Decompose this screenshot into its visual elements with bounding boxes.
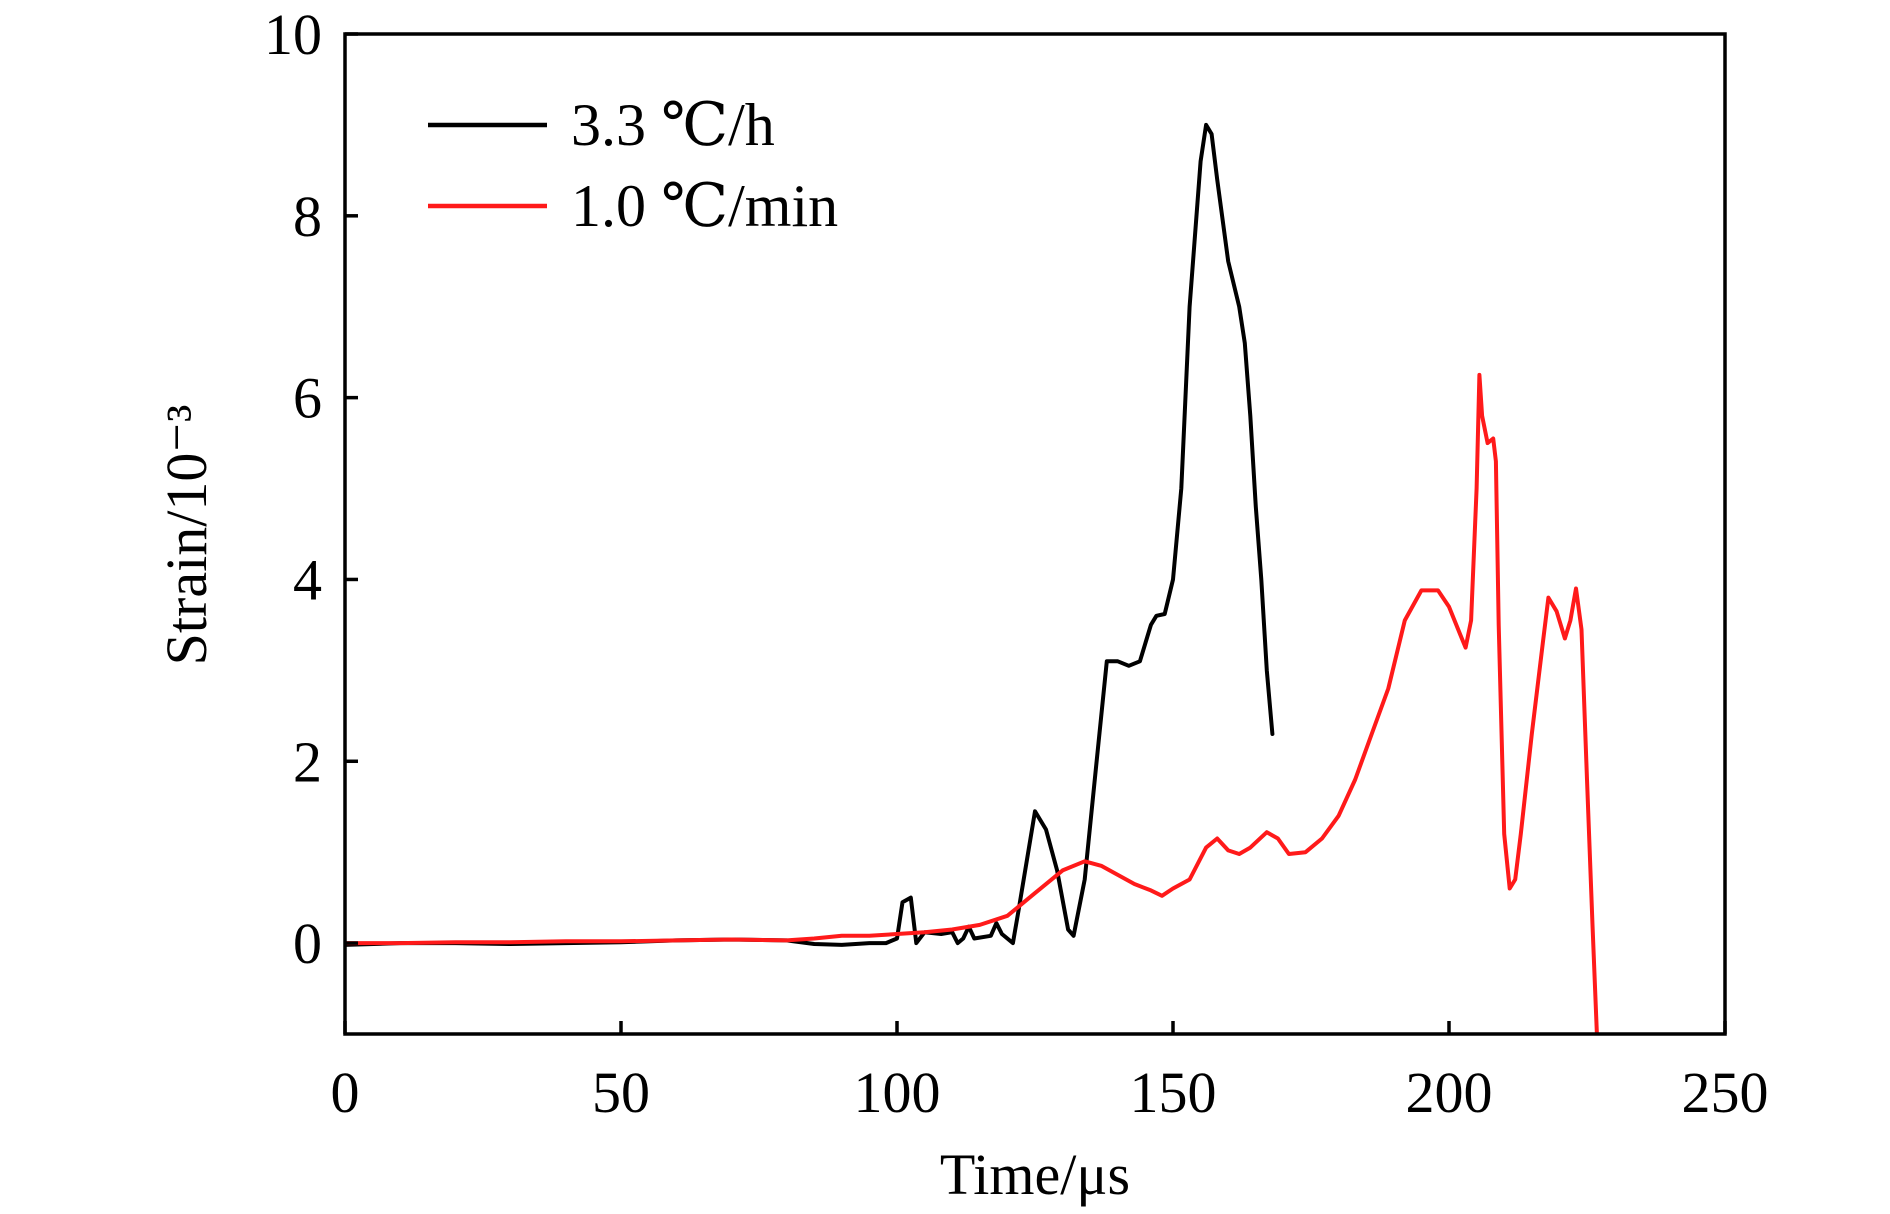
x-tick-label: 0 <box>331 1060 360 1125</box>
x-tick-label: 150 <box>1130 1060 1217 1125</box>
legend-label-1.0-c-per-min: 1.0 ℃/min <box>571 173 838 239</box>
x-tick-label: 250 <box>1682 1060 1769 1125</box>
series-line-1 <box>345 372 1599 1034</box>
y-tick-label: 2 <box>293 729 322 794</box>
y-tick-label: 6 <box>293 366 322 431</box>
series-layer <box>345 122 1599 1034</box>
y-tick-label: 4 <box>293 547 322 612</box>
x-axis-title: Time/μs <box>940 1142 1130 1207</box>
y-tick-label: 0 <box>293 911 322 976</box>
legend: 3.3 ℃/h 1.0 ℃/min <box>428 92 838 239</box>
tick-layer: 0 50 100 150 200 250 0 2 4 6 8 10 <box>264 2 1769 1125</box>
plot-frame <box>343 32 1727 1036</box>
y-axis-title: Strain/10⁻³ <box>154 405 219 666</box>
legend-label-3.3-c-per-h: 3.3 ℃/h <box>571 92 775 158</box>
y-tick-label: 8 <box>293 184 322 249</box>
series-line-0 <box>345 122 1275 947</box>
y-tick-label: 10 <box>264 2 322 67</box>
x-tick-label: 50 <box>592 1060 650 1125</box>
x-tick-label: 100 <box>854 1060 941 1125</box>
x-tick-label: 200 <box>1406 1060 1493 1125</box>
